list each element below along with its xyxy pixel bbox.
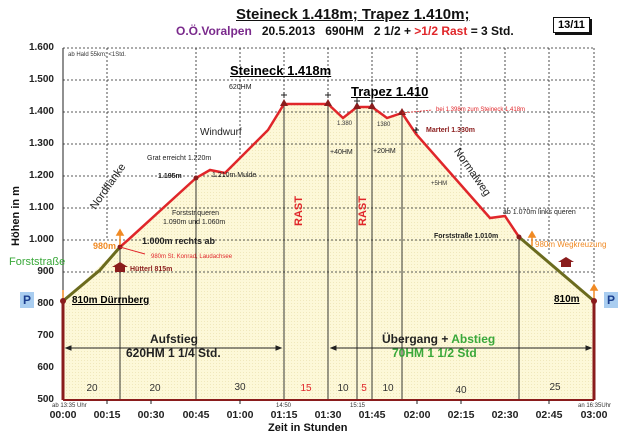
end-time: an 16:35Uhr <box>578 403 612 409</box>
duration: 20 <box>86 383 98 394</box>
forststrasse-right-label: Forststraße 1.010m <box>434 233 499 240</box>
parking-icon: P <box>604 292 618 308</box>
ytick: 1.200 <box>28 170 54 181</box>
forest-road-right <box>518 235 595 303</box>
forest-road-left <box>62 246 122 303</box>
uebergang-label: Übergang + <box>382 332 449 346</box>
walk-time-label: 2 1/2 + <box>373 24 411 38</box>
ytick: 600 <box>37 362 54 373</box>
xtick: 01:30 <box>314 409 342 421</box>
duration: 40 <box>455 385 467 396</box>
ytick: 1.300 <box>28 138 54 149</box>
forststrasse-left-label: Forststraße <box>9 256 66 268</box>
ytick: 500 <box>37 394 54 405</box>
ytick: 700 <box>37 330 54 341</box>
aufstieg-detail: 620HM 1 1/4 Std. <box>126 346 221 360</box>
p1380a-label: 1.380 <box>337 121 353 127</box>
grid-lines <box>63 47 595 290</box>
hm-label: 690HM <box>325 24 364 38</box>
aufstieg-label: Aufstieg <box>150 332 198 346</box>
abstieg-label: Abstieg <box>451 332 496 346</box>
xtick: 00:15 <box>93 409 121 421</box>
hm40-label: +40HM <box>330 149 353 156</box>
huetterl-label: Hütterl 815m <box>130 266 173 273</box>
links-queren-label: ab 1.070m links queren <box>503 209 576 216</box>
profile-line <box>119 102 521 248</box>
st-konrad-label: 980m St. Konrad, Laudachsee <box>151 254 233 260</box>
end-label: 810m <box>554 294 580 305</box>
hut-icon <box>112 257 574 272</box>
xtick: 02:45 <box>535 409 563 421</box>
wegkreuzung-label: 980m Wegkreuzung <box>535 240 607 249</box>
ytick: 1.400 <box>28 106 54 117</box>
ytick: 1.500 <box>28 74 54 85</box>
date-label: 20.5.2013 <box>261 24 316 38</box>
ytick: 1.100 <box>28 202 54 213</box>
duration: 10 <box>337 383 349 394</box>
windwurf-label: Windwurf <box>200 127 242 138</box>
p980-label: 980m <box>93 241 117 251</box>
rast-label-2: RAST <box>357 196 369 226</box>
xtick: 00:30 <box>137 409 165 421</box>
xtick: 01:00 <box>226 409 254 421</box>
xtick: 02:00 <box>403 409 431 421</box>
p1380b-label: 1380 <box>377 122 391 128</box>
segment-lines <box>119 104 520 400</box>
abstieg-detail: 70HM 1 1/2 Std <box>392 346 477 360</box>
p1000-label: 1.000m rechts ab <box>142 236 216 246</box>
x-axis-label: Zeit in Stunden <box>268 422 348 434</box>
xtick: 02:15 <box>447 409 475 421</box>
ytick: 1.000 <box>28 234 54 245</box>
xtick: 01:15 <box>270 409 298 421</box>
rast-label-1: RAST <box>293 196 305 226</box>
hm620-label: 620HM <box>229 84 252 91</box>
mid-time-1: 14:50 <box>276 403 292 409</box>
section-arrows <box>64 345 593 351</box>
p1195-label: 1.195m <box>158 173 182 180</box>
duration-rest: 5 <box>361 383 367 394</box>
start-label: 810m Dürrnberg <box>72 295 150 306</box>
marterl-label: Marterl 1.330m <box>426 127 476 134</box>
uebergang-abstieg-label: Übergang + Abstieg <box>382 332 495 346</box>
grat-label: Grat erreicht 1.220m <box>147 155 212 162</box>
parking-icon: P <box>20 292 34 308</box>
steineck-label: Steineck 1.418m <box>230 63 332 78</box>
xtick: 00:00 <box>49 409 77 421</box>
forststr-queren-label: Forststr.queren <box>172 210 220 217</box>
duration: 20 <box>149 383 161 394</box>
chart-title: Steineck 1.418m; Trapez 1.410m; <box>236 6 470 23</box>
ytick: 1.600 <box>28 42 54 53</box>
rest-time-label: >1/2 Rast <box>414 24 468 38</box>
total-time-label: = 3 Std. <box>470 24 514 38</box>
region-label: O.Ö.Voralpen <box>176 24 252 38</box>
ytick: 900 <box>37 266 54 277</box>
y-axis-label: Höhen in m <box>9 186 22 246</box>
forststr-queren2-label: 1.090m und 1.060m <box>163 219 226 226</box>
trapez-label: Trapez 1.410 <box>351 84 429 99</box>
duration: 25 <box>549 382 561 393</box>
mid-time-2: 15:15 <box>350 403 366 409</box>
duration: 30 <box>234 382 246 393</box>
top-note: ab Hald 55km; <1Std. <box>68 52 126 58</box>
page-badge: 13/11 <box>553 17 590 33</box>
xtick: 03:00 <box>580 409 608 421</box>
duration: 10 <box>382 383 394 394</box>
start-time: ab 13:35 Uhr <box>52 403 87 409</box>
xtick: 01:45 <box>358 409 386 421</box>
chart-subtitle: O.Ö.Voralpen 20.5.2013 690HM 2 1/2 + >1/… <box>176 24 514 38</box>
mulde-label: 1.210m Mulde <box>212 172 257 179</box>
hm20-label: +20HM <box>373 148 396 155</box>
hm5-label: +5HM <box>431 181 448 187</box>
ytick: 800 <box>37 298 54 309</box>
bei1398-label: bei 1.398m zum Steineck 1.418m <box>436 107 526 113</box>
xtick: 00:45 <box>182 409 210 421</box>
duration-rest: 15 <box>300 383 312 394</box>
xtick: 02:30 <box>491 409 519 421</box>
